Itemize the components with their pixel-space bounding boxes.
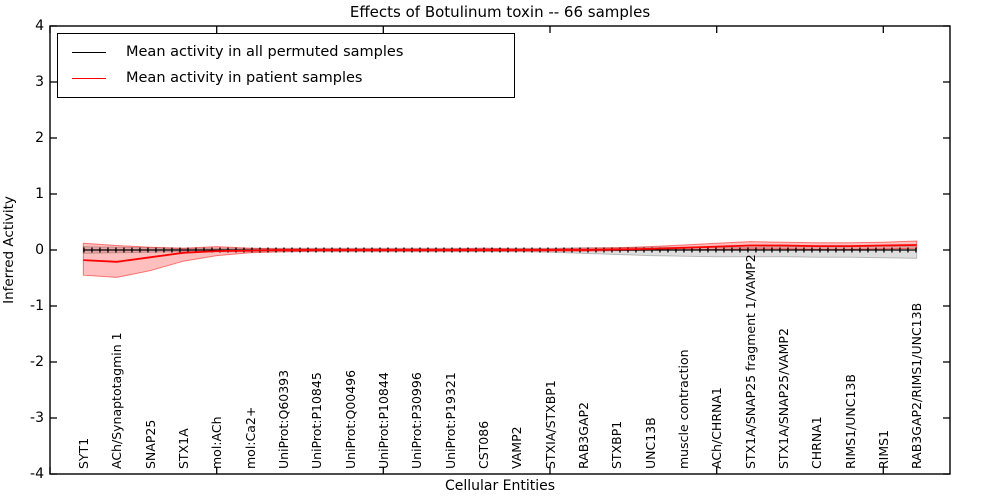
y-tick-label: 2 [35,130,44,146]
x-category-label: STX1A/SNAP25/VAMP2 [775,328,791,469]
legend-entry-permuted: Mean activity in all permuted samples [58,39,514,65]
legend-entry-patient: Mean activity in patient samples [58,65,514,91]
x-category-label: SYT1 [75,437,91,469]
x-category-label: RIMS1/UNC13B [842,374,858,469]
x-category-label: RAB3GAP2 [575,402,591,469]
x-category-label: STXBP1 [609,420,625,469]
legend-label: Mean activity in patient samples [126,70,363,86]
x-category-label: UNC13B [642,417,658,469]
y-tick-label: -1 [30,298,44,314]
y-tick-label: -3 [30,410,44,426]
legend: Mean activity in all permuted samples Me… [57,33,515,98]
x-category-label: UniProt:Q00496 [342,369,358,469]
x-category-label: muscle contraction [675,349,691,469]
x-category-label: RIMS1 [875,429,891,469]
x-category-label: RAB3GAP2/RIMS1/UNC13B [909,302,925,469]
x-category-label: CHRNA1 [809,416,825,469]
x-category-label: ACh/CHRNA1 [709,387,725,469]
y-tick-label: -4 [30,466,44,482]
x-category-label: CST086 [475,420,491,469]
chart-title: Effects of Botulinum toxin -- 66 samples [349,3,651,21]
x-category-label: UniProt:P10844 [375,372,391,469]
x-category-label: STX1A [175,428,191,469]
legend-line-sample-black [72,51,106,53]
x-category-label: SNAP25 [142,419,158,469]
x-category-label: STXIA/STXBP1 [542,380,558,469]
y-tick-label: -2 [30,354,44,370]
x-category-label: UniProt:P10845 [309,372,325,469]
x-category-label: mol:ACh [209,416,225,470]
x-category-label: STX1A/SNAP25 fragment 1/VAMP2 [742,254,758,469]
patient-mean-line [83,244,917,263]
x-category-label: ACh/Synaptotagmin 1 [109,332,125,469]
y-tick-label: 1 [35,186,44,202]
y-tick-label: 4 [35,18,44,34]
legend-label: Mean activity in all permuted samples [126,44,404,60]
x-category-label: VAMP2 [509,426,525,469]
x-category-label: UniProt:Q60393 [275,369,291,469]
x-category-label: mol:Ca2+ [242,406,258,469]
y-tick-label: 3 [35,74,44,90]
x-category-label: UniProt:P30996 [409,372,425,469]
y-tick-label: 0 [35,242,44,258]
x-category-label: UniProt:P19321 [442,372,458,469]
legend-line-sample-red [72,77,106,79]
x-axis-label: Cellular Entities [444,478,556,494]
